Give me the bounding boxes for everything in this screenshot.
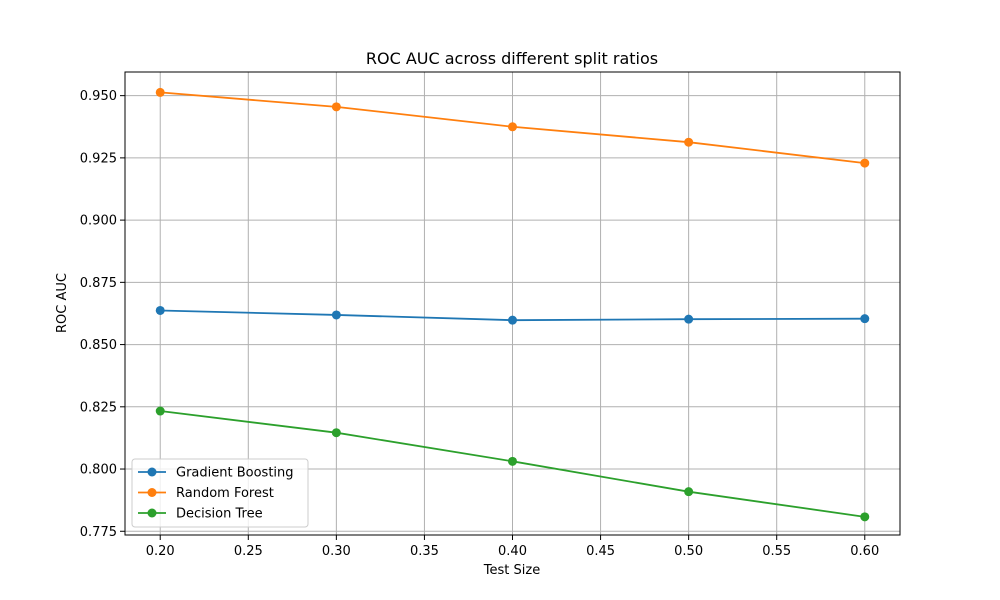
legend: Gradient Boosting Random Forest Decision T… (131, 458, 309, 528)
y-tick-label: 0.850 (80, 338, 117, 353)
data-point-decision-tree (331, 428, 341, 438)
data-point-gradient-boosting (508, 315, 517, 325)
y-tick-label: 0.800 (80, 463, 117, 478)
legend-item-random-forest: Random Forest (138, 486, 274, 501)
legend-swatch-marker (147, 508, 157, 518)
data-point-gradient-boosting (331, 310, 341, 320)
data-point-gradient-boosting (860, 314, 870, 324)
data-point-random-forest (331, 102, 341, 112)
x-tick-label: 0.35 (410, 544, 439, 559)
y-axis: 0.775 0.800 0.825 0.850 0.875 0.900 0.925 0.950 (80, 89, 125, 540)
series-random-forest (155, 87, 870, 168)
legend-swatch-marker (147, 488, 157, 497)
y-tick-label: 0.925 (80, 151, 117, 166)
x-tick-label: 0.55 (762, 544, 791, 559)
data-point-random-forest (860, 158, 870, 168)
data-point-decision-tree (508, 456, 517, 466)
x-tick-label: 0.40 (498, 544, 527, 559)
y-axis-label: ROC AUC (55, 273, 70, 333)
series-layer (155, 87, 870, 522)
x-axis: 0.20 0.25 0.30 0.35 0.40 0.45 0.50 0.55 0.60 (146, 535, 879, 559)
legend-item-gradient-boosting: Gradient Boosting (138, 466, 294, 481)
data-point-random-forest (155, 87, 165, 97)
y-tick-label: 0.775 (80, 525, 117, 540)
x-tick-label: 0.60 (850, 544, 879, 559)
x-tick-label: 0.30 (322, 544, 351, 559)
y-tick-label: 0.950 (80, 89, 117, 104)
legend-label: Decision Tree (176, 507, 263, 522)
data-point-gradient-boosting (155, 305, 165, 315)
legend-item-decision-tree: Decision Tree (138, 507, 263, 522)
series-gradient-boosting (155, 305, 870, 325)
x-tick-label: 0.20 (146, 544, 175, 559)
x-tick-label: 0.50 (674, 544, 703, 559)
data-point-decision-tree (860, 512, 870, 522)
data-point-random-forest (508, 122, 517, 132)
data-point-decision-tree (684, 487, 694, 497)
legend-label: Gradient Boosting (176, 466, 294, 481)
y-tick-label: 0.900 (80, 214, 117, 229)
x-tick-label: 0.25 (234, 544, 263, 559)
data-point-random-forest (684, 137, 694, 147)
series-decision-tree (155, 406, 870, 522)
chart-title: ROC AUC across different split ratios (366, 49, 658, 68)
y-tick-label: 0.825 (80, 400, 117, 415)
legend-label: Random Forest (176, 486, 274, 501)
y-tick-label: 0.875 (80, 276, 117, 291)
data-point-decision-tree (155, 406, 165, 416)
data-point-gradient-boosting (684, 314, 694, 324)
x-tick-label: 0.45 (586, 544, 615, 559)
legend-swatch-marker (147, 467, 157, 477)
x-axis-label: Test Size (483, 563, 540, 578)
legend-box (131, 458, 309, 528)
